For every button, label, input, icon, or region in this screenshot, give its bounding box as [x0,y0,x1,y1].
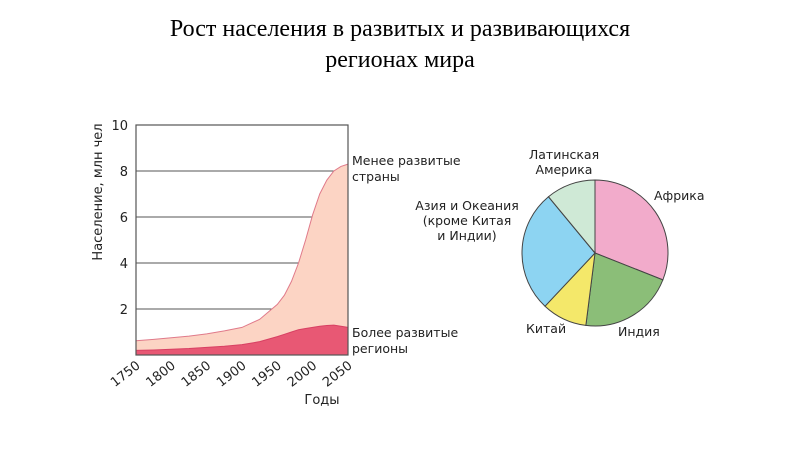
pie-slices [521,179,669,327]
pie-slice-asia-oceania [521,196,596,307]
y-tick-label: 2 [120,303,128,318]
pie-label-latam-line-1: Латинская [529,147,599,162]
y-tick-label: 10 [111,119,128,134]
slide-title-line-1: Рост населения в развитых и развивающихс… [169,16,631,42]
slide-title: Рост населения в развитых и развивающихс… [0,14,800,76]
less-developed-label-line-2: страны [352,169,400,184]
area-less-developed [136,164,348,351]
less-developed-label-line-1: Менее развитые [352,153,461,168]
x-tick-label: 1750 [108,358,143,390]
population-area-chart: 2 4 6 8 10 1750 1800 1850 1900 1950 2000 2050 Насе… [91,119,461,408]
line-more-developed [135,324,349,351]
y-tick-label: 6 [120,211,128,226]
more-developed-label-line-1: Более развитые [352,325,458,340]
more-developed-label-line-2: регионы [352,341,408,356]
x-axis-label: Годы [304,393,339,408]
pie-slice-africa [594,179,669,281]
x-tick-label: 1800 [143,358,178,390]
area-more-developed [136,325,348,355]
x-tick-label: 1850 [179,358,214,390]
pie-label-asia-line-2: (кроме Китая [423,213,512,228]
pie-label-asia-line-3: и Индии) [437,228,496,243]
y-tick-labels: 2 4 6 8 10 [111,119,128,318]
x-tick-label: 2050 [320,358,355,390]
pie-label-india: Индия [618,324,660,339]
pie-label-asia-line-1: Азия и Океания [415,198,518,213]
y-tick-label: 4 [120,257,128,272]
pie-label-latam-line-2: Америка [536,162,593,177]
pie-slice-india [585,252,664,327]
x-tick-label: 1950 [249,358,284,390]
pie-label-africa: Африка [654,188,705,203]
x-tick-label: 1900 [214,358,249,390]
x-tick-label: 2000 [285,358,320,390]
plot-frame [135,124,349,356]
pie-label-china: Китай [526,321,566,336]
pie-slice-latin-america [547,179,596,255]
y-axis-label: Население, млн чел [91,123,106,260]
x-tick-labels: 1750 1800 1850 1900 1950 2000 2050 [108,358,355,390]
area-layer [135,163,349,355]
population-pie-chart: Африка Индия Китай Азия и Океания (кроме… [415,147,704,339]
y-tick-label: 8 [120,165,128,180]
line-less-developed [135,163,349,342]
slide-title-line-2: регионах мира [325,47,475,73]
